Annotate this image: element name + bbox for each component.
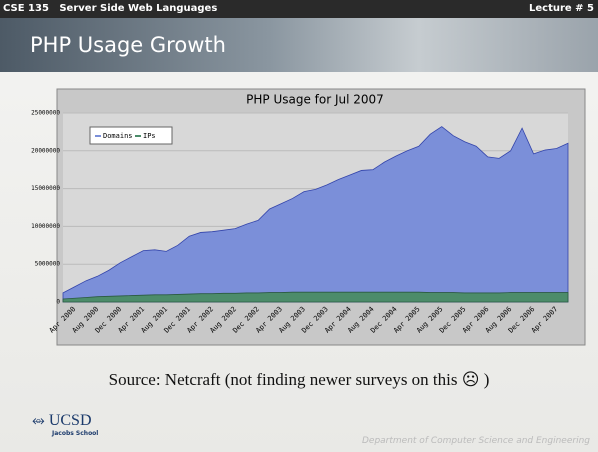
y-tick-label: 5000000: [35, 261, 61, 268]
y-tick-label: 20000000: [31, 147, 60, 154]
y-tick-label: 10000000: [31, 223, 60, 230]
legend-label: Domains: [103, 132, 133, 140]
logo-text: UCSD: [49, 412, 92, 429]
source-note: Source: Netcraft (not finding newer surv…: [0, 370, 598, 390]
chart-title: PHP Usage for Jul 2007: [246, 93, 384, 107]
footer: Department of Computer Science and Engin…: [362, 436, 590, 446]
logo-sub: Jacobs School: [52, 430, 98, 437]
logo: ⥈ UCSD: [32, 412, 92, 430]
y-tick-label: 25000000: [31, 110, 60, 117]
y-tick-label: 0: [56, 299, 60, 306]
y-tick-label: 15000000: [31, 185, 60, 192]
slide: CSE 135 Server Side Web Languages Lectur…: [0, 0, 598, 452]
legend-label: IPs: [143, 132, 156, 140]
